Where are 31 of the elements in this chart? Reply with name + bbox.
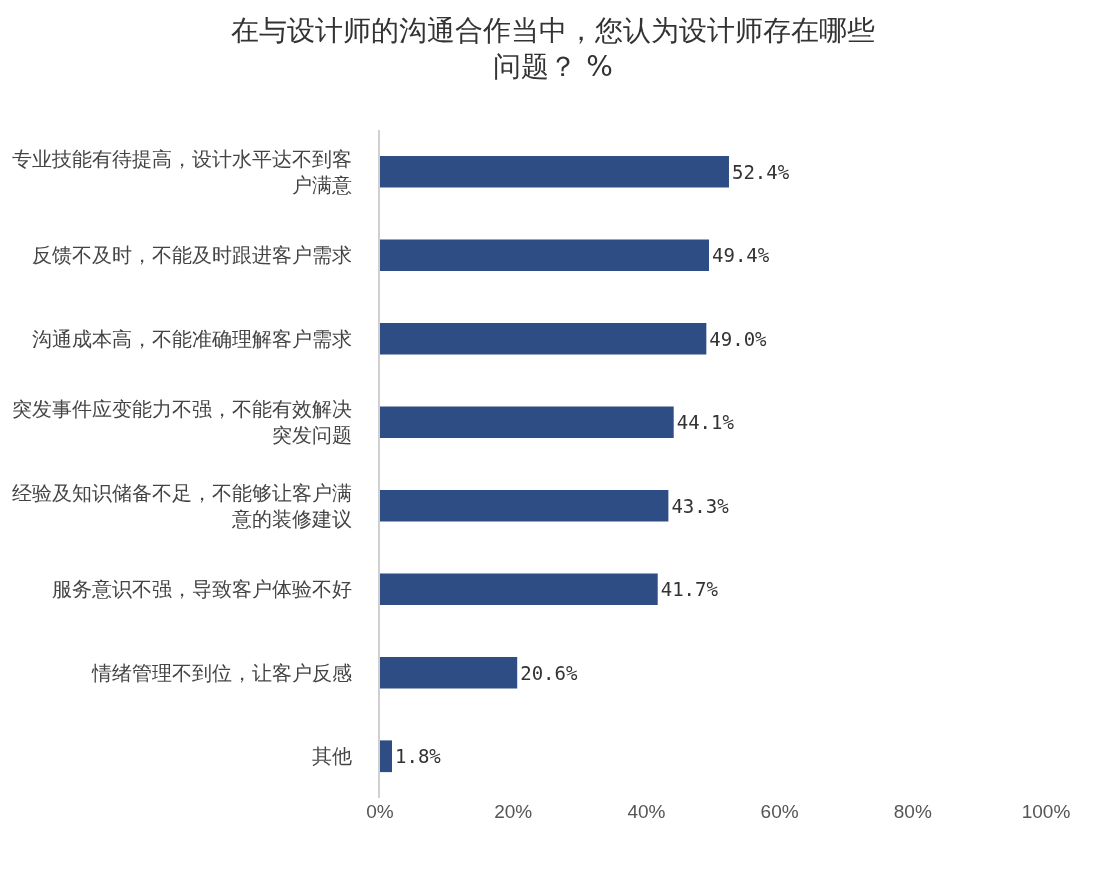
data-label: 52.4% xyxy=(731,160,790,183)
data-label: 20.6% xyxy=(520,661,578,684)
bar xyxy=(380,322,707,355)
y-tick-label: 反馈不及时，不能及时跟进客户需求 xyxy=(32,243,352,268)
bar xyxy=(380,740,392,773)
bar xyxy=(380,573,658,606)
x-tick-label: 100% xyxy=(1021,801,1071,822)
bar xyxy=(380,239,709,272)
x-tick-label: 40% xyxy=(627,801,666,822)
data-label: 41.7% xyxy=(660,578,719,601)
y-tick-label: 沟通成本高，不能准确理解客户需求 xyxy=(32,326,352,351)
bar xyxy=(380,656,518,689)
data-label: 44.1% xyxy=(676,411,735,434)
y-tick-label: 情绪管理不到位，让客户反感 xyxy=(91,660,352,685)
y-tick-label: 经验及知识储备不足，不能够让客户满意的装修建议 xyxy=(12,480,352,531)
bar xyxy=(380,155,729,188)
y-tick-label: 其他 xyxy=(312,744,352,769)
x-tick-label: 20% xyxy=(494,801,533,822)
data-label: 49.4% xyxy=(712,244,770,267)
data-label: 1.8% xyxy=(394,745,442,768)
x-tick-label: 0% xyxy=(366,801,394,822)
data-label: 49.0% xyxy=(709,327,768,350)
data-label: 43.3% xyxy=(671,494,730,517)
chart-title: 在与设计师的沟通合作当中，您认为设计师存在哪些问题？ % xyxy=(231,13,875,84)
x-tick-label: 60% xyxy=(760,801,799,822)
y-tick-label: 服务意识不强，导致客户体验不好 xyxy=(52,577,352,602)
bar xyxy=(380,489,669,522)
y-tick-label: 专业技能有待提高，设计水平达不到客户满意 xyxy=(12,146,352,197)
bar xyxy=(380,406,674,439)
x-tick-label: 80% xyxy=(893,801,932,822)
y-tick-label: 突发事件应变能力不强，不能有效解决突发问题 xyxy=(12,397,352,448)
